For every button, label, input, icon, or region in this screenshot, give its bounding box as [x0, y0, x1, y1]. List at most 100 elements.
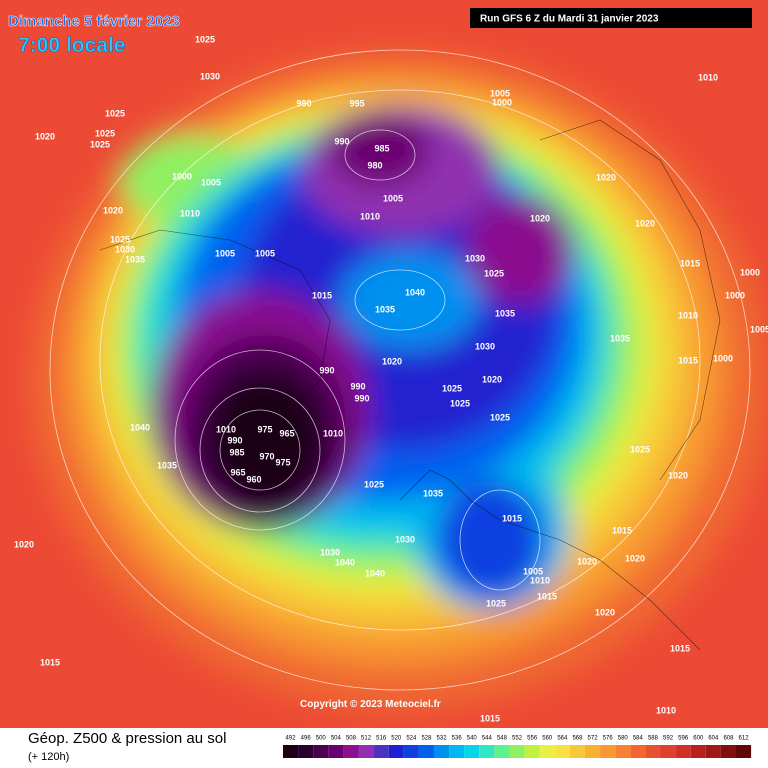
colorbar-swatch [298, 745, 314, 758]
isobar-label: 1025 [95, 128, 115, 138]
isobar-label: 1025 [630, 444, 650, 454]
colorbar-swatch [585, 745, 601, 758]
isobar-label: 1010 [698, 72, 718, 82]
isobar-label: 1025 [105, 108, 125, 118]
colorbar-label: 588 [648, 736, 659, 742]
isobar-label: 1015 [670, 643, 690, 653]
isobar-label: 1030 [115, 244, 135, 254]
isobar-label: 1035 [495, 308, 515, 318]
colorbar-swatch [313, 745, 329, 758]
isobar-label: 1030 [395, 534, 415, 544]
colorbar-swatch [358, 745, 374, 758]
isobar-label: 1005 [750, 324, 768, 334]
colorbar-swatch [434, 745, 450, 758]
colorbar-swatch [675, 745, 691, 758]
colorbar-label: 552 [512, 736, 523, 742]
colorbar-swatch [554, 745, 570, 758]
isobar-label: 1005 [201, 177, 221, 187]
colorbar-swatch [373, 745, 389, 758]
isobar-label: 1010 [180, 208, 200, 218]
isobar-label: 1015 [680, 258, 700, 268]
colorbar-label: 612 [739, 736, 750, 742]
colorbar-label: 528 [421, 736, 432, 742]
isobar-label: 1040 [405, 287, 425, 297]
isobar-label: 990 [350, 381, 365, 391]
isobar-label: 1025 [110, 234, 130, 244]
isobar-label: 990 [334, 136, 349, 146]
isobar-label: 1025 [490, 412, 510, 422]
isobar-label: 1025 [90, 139, 110, 149]
isobar-label: 985 [229, 447, 244, 457]
isobar-label: 1015 [40, 657, 60, 667]
colorbar-label: 576 [603, 736, 614, 742]
isobar-label: 1000 [172, 171, 192, 181]
colorbar-swatch [645, 745, 661, 758]
colorbar-swatch [479, 745, 495, 758]
colorbar-swatch [600, 745, 616, 758]
footer-lead: (+ 120h) [28, 751, 69, 763]
isobar-label: 1015 [312, 290, 332, 300]
isobar-label: 1040 [335, 557, 355, 567]
isobar-label: 1000 [713, 353, 733, 363]
isobar-label: 1005 [523, 566, 543, 576]
isobar-label: 990 [354, 393, 369, 403]
colorbar-label: 540 [467, 736, 478, 742]
colorbar-swatch [569, 745, 585, 758]
isobar-label: 1005 [215, 248, 235, 258]
isobar-label: 975 [257, 424, 272, 434]
colorbar-label: 532 [437, 736, 448, 742]
colorbar-label: 560 [542, 736, 553, 742]
colorbar-swatch [343, 745, 359, 758]
isobar-label: 1000 [492, 97, 512, 107]
isobars [49, 49, 751, 691]
colorbar-label: 500 [316, 736, 327, 742]
colorbar-label: 524 [406, 736, 417, 742]
isobar-label: 1020 [35, 131, 55, 141]
isobar-label: 1035 [375, 304, 395, 314]
isobar-label: 1020 [382, 356, 402, 366]
isobar-label: 980 [367, 160, 382, 170]
colorbar-label: 584 [633, 736, 644, 742]
isobar-label: 1025 [195, 34, 215, 44]
run: Run GFS 6 Z du Mardi 31 janvier 2023 [480, 14, 659, 25]
isobar-label: 1020 [595, 607, 615, 617]
isobar-label: 1015 [502, 513, 522, 523]
isobar-label: 1020 [635, 218, 655, 228]
time: 7:00 locale [18, 34, 125, 57]
colorbar-label: 516 [376, 736, 387, 742]
isobar-label: 990 [227, 435, 242, 445]
isobar-label: 1010 [678, 310, 698, 320]
colorbar-swatch [403, 745, 419, 758]
isobar-label: 1010 [216, 424, 236, 434]
isobar-label: 1010 [656, 705, 676, 715]
isobar-label: 1015 [537, 591, 557, 601]
run-box [470, 8, 752, 28]
colorbar-swatch [494, 745, 510, 758]
isobar-label: 1000 [725, 290, 745, 300]
colorbar-swatch [524, 745, 540, 758]
colorbar-swatch [283, 745, 299, 758]
copyright: Copyright © 2023 Meteociel.fr [300, 699, 441, 710]
colorbar-swatch [615, 745, 631, 758]
footer: Géop. Z500 & pression au sol (+ 120h) 49… [28, 730, 752, 763]
isobar-label: 985 [374, 143, 389, 153]
colorbar-swatch [464, 745, 480, 758]
colorbar-swatch [539, 745, 555, 758]
isobar-label: 1040 [130, 422, 150, 432]
colorbar-label: 592 [663, 736, 674, 742]
coastlines [99, 119, 721, 651]
isobar-label: 1020 [482, 374, 502, 384]
isobar-label: 1030 [475, 341, 495, 351]
colorbar-swatch [449, 745, 465, 758]
colorbar-swatch [690, 745, 706, 758]
isobar-label: 1035 [125, 254, 145, 264]
isobar-label: 995 [349, 98, 364, 108]
colorbar-label: 496 [301, 736, 312, 742]
colorbar-label: 512 [361, 736, 372, 742]
isobar-label: 1025 [364, 479, 384, 489]
isobar-label: 1035 [610, 333, 630, 343]
colorbar-label: 604 [708, 736, 719, 742]
